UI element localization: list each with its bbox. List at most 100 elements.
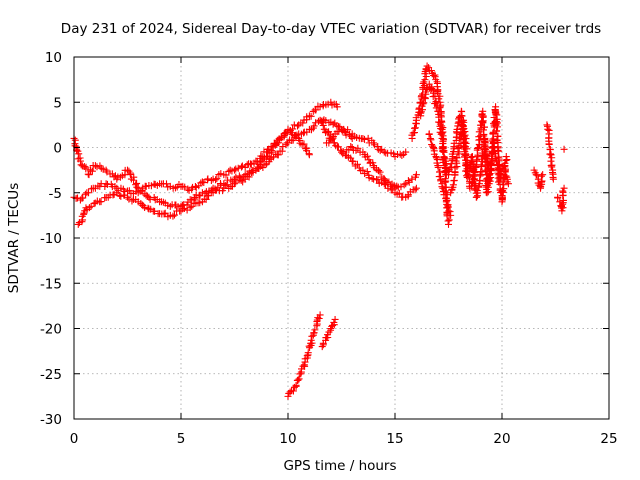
data-point <box>500 185 508 193</box>
data-point <box>473 187 481 195</box>
data-point <box>217 181 225 189</box>
data-point <box>79 194 87 202</box>
data-point <box>472 193 480 201</box>
y-tick-label: -5 <box>49 186 62 202</box>
data-point <box>347 143 355 151</box>
data-point <box>537 172 545 180</box>
data-point <box>559 188 567 196</box>
data-point <box>504 180 512 188</box>
data-point <box>380 148 388 156</box>
data-point <box>498 193 506 201</box>
data-point <box>481 141 489 149</box>
data-point <box>419 100 427 108</box>
data-point <box>76 157 84 165</box>
data-point <box>411 186 419 194</box>
data-point <box>460 133 468 141</box>
data-point <box>93 163 101 171</box>
data-point <box>383 179 391 187</box>
data-point <box>320 125 328 133</box>
data-point <box>461 139 469 147</box>
data-point <box>393 182 401 190</box>
data-point <box>364 134 372 142</box>
data-point <box>319 121 327 129</box>
data-point <box>431 92 439 100</box>
x-axis-label: GPS time / hours <box>283 458 396 474</box>
data-point <box>467 154 475 162</box>
data-point <box>109 191 117 199</box>
grid <box>74 57 609 419</box>
data-point <box>538 177 546 185</box>
data-point <box>500 171 508 179</box>
data-point <box>417 109 425 117</box>
data-point <box>141 203 149 211</box>
data-point <box>432 104 440 112</box>
axis-ticks: 0 5 10 15 20 25 -30 -25 -20 -15 -10 -5 0 5 10 <box>40 50 618 447</box>
data-point <box>278 147 286 155</box>
data-point <box>307 112 315 120</box>
data-point <box>305 151 313 159</box>
data-point <box>266 155 274 163</box>
data-point <box>88 167 96 175</box>
data-point <box>292 381 300 389</box>
data-point <box>284 392 292 400</box>
y-tick-label: -30 <box>40 412 62 428</box>
data-point <box>412 184 420 192</box>
data-point <box>444 202 452 210</box>
data-point <box>310 122 318 130</box>
data-point <box>427 136 435 144</box>
data-point <box>503 156 511 164</box>
data-point <box>311 326 319 334</box>
data-point <box>130 176 138 184</box>
data-point <box>434 163 442 171</box>
data-point <box>554 194 562 202</box>
data-point <box>188 185 196 193</box>
data-point <box>195 192 203 200</box>
data-point <box>462 151 470 159</box>
data-point <box>81 190 89 198</box>
data-point <box>300 129 308 137</box>
data-point <box>473 156 481 164</box>
data-point <box>492 127 500 135</box>
data-point <box>198 178 206 186</box>
data-point <box>212 176 220 184</box>
data-point <box>494 162 502 170</box>
data-point <box>558 204 566 212</box>
data-point <box>293 376 301 384</box>
data-point <box>439 147 447 155</box>
data-point <box>303 352 311 360</box>
data-point <box>308 332 316 340</box>
data-point <box>408 175 416 183</box>
data-point <box>268 147 276 155</box>
data-point <box>462 160 470 168</box>
data-point <box>102 166 110 174</box>
data-point <box>545 140 553 148</box>
data-point <box>428 85 436 93</box>
y-tick-label: -10 <box>40 231 62 247</box>
data-point <box>495 165 503 173</box>
data-point <box>363 168 371 176</box>
data-point <box>363 152 371 160</box>
data-point <box>489 128 497 136</box>
data-point <box>492 121 500 129</box>
data-point <box>546 150 554 158</box>
data-point <box>331 315 339 323</box>
data-point <box>395 189 403 197</box>
data-point <box>476 172 484 180</box>
data-point <box>481 123 488 131</box>
data-point <box>483 189 491 197</box>
data-point <box>549 175 557 183</box>
data-point <box>460 118 468 126</box>
data-point <box>261 161 269 169</box>
data-point <box>494 132 502 140</box>
data-point <box>201 189 209 197</box>
x-tick-label: 20 <box>493 431 510 447</box>
data-point <box>293 131 301 139</box>
data-point <box>481 145 489 153</box>
data-point <box>439 184 447 192</box>
data-point <box>398 151 406 159</box>
data-point <box>304 349 312 357</box>
y-tick-label: -15 <box>40 276 62 292</box>
data-point <box>223 181 231 189</box>
data-point <box>539 171 547 179</box>
data-point <box>478 149 486 157</box>
